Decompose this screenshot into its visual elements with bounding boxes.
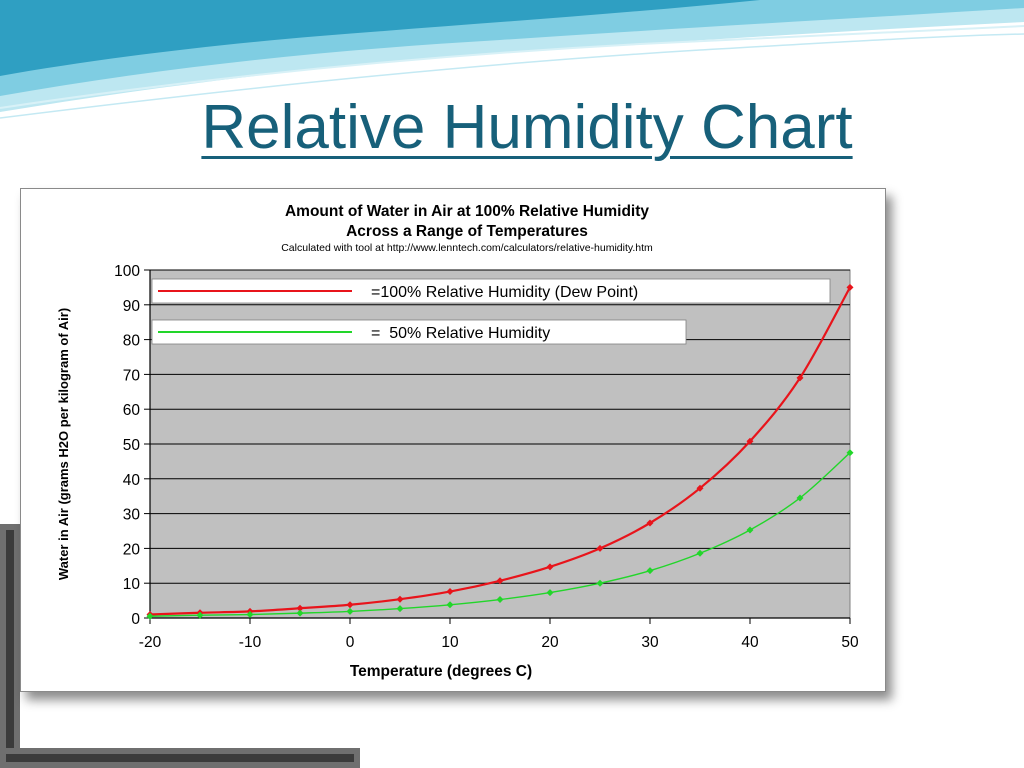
data-point xyxy=(296,604,304,612)
data-point xyxy=(496,577,504,585)
data-point xyxy=(796,494,804,502)
y-tick-label: 60 xyxy=(123,402,141,419)
data-point xyxy=(646,567,654,575)
legend: =100% Relative Humidity (Dew Point) = 50… xyxy=(151,278,831,345)
series-lines xyxy=(146,283,854,620)
data-point xyxy=(746,526,754,534)
data-point xyxy=(846,283,854,291)
x-tick-label: 50 xyxy=(841,634,859,651)
data-point xyxy=(846,449,854,457)
y-tick-label: 70 xyxy=(123,367,141,384)
y-axis-label: Water in Air (grams H2O per kilogram of … xyxy=(56,308,71,580)
chart-subtitle: Across a Range of Temperatures xyxy=(346,223,588,240)
y-tick-label: 90 xyxy=(123,298,141,315)
y-tick-label: 40 xyxy=(123,472,141,489)
data-point xyxy=(346,607,354,615)
x-tick-label: 30 xyxy=(641,634,659,651)
chart-source-note: Calculated with tool at http://www.lennt… xyxy=(281,242,653,254)
data-point xyxy=(596,544,604,552)
x-tick-label: 40 xyxy=(741,634,759,651)
legend-label-100: =100% Relative Humidity (Dew Point) xyxy=(371,284,638,301)
y-tick-label: 10 xyxy=(123,576,141,593)
data-point xyxy=(796,374,804,382)
data-point xyxy=(196,611,204,619)
y-tick-label: 0 xyxy=(131,611,140,628)
x-tick-label: 20 xyxy=(541,634,559,651)
data-point xyxy=(446,588,454,596)
x-tick-label: 10 xyxy=(441,634,459,651)
data-point xyxy=(146,612,154,620)
data-point xyxy=(396,595,404,603)
data-point xyxy=(546,563,554,571)
humidity-chart: Amount of Water in Air at 100% Relative … xyxy=(56,203,859,680)
data-point xyxy=(446,601,454,609)
y-tick-label: 80 xyxy=(123,333,141,350)
data-point xyxy=(746,437,754,445)
data-point xyxy=(296,609,304,617)
axes xyxy=(144,269,851,624)
data-point xyxy=(246,611,254,619)
data-point xyxy=(646,519,654,527)
chart-frame: Amount of Water in Air at 100% Relative … xyxy=(20,188,886,692)
y-tick-label: 20 xyxy=(123,541,141,558)
x-tick-label: -10 xyxy=(239,634,262,651)
x-axis-label: Temperature (degrees C) xyxy=(350,663,532,680)
y-tick-label: 100 xyxy=(114,263,140,280)
chart-title: Amount of Water in Air at 100% Relative … xyxy=(285,203,649,220)
data-point xyxy=(546,589,554,597)
data-point xyxy=(596,579,604,587)
x-tick-label: 0 xyxy=(346,634,355,651)
data-point xyxy=(496,596,504,604)
y-tick-label: 50 xyxy=(123,437,141,454)
legend-label-50: = 50% Relative Humidity xyxy=(371,325,550,342)
y-tick-label: 30 xyxy=(123,507,141,524)
tick-labels: 0 10 20 30 40 50 60 70 80 90 100 -20 -10 0 10 20 30 40 50 xyxy=(114,263,859,651)
x-tick-label: -20 xyxy=(139,634,162,651)
data-point xyxy=(696,549,704,557)
data-point xyxy=(346,601,354,609)
grid-lines xyxy=(150,269,850,584)
slide-title: Relative Humidity Chart xyxy=(201,93,853,162)
data-point xyxy=(696,484,704,492)
data-point xyxy=(396,605,404,613)
